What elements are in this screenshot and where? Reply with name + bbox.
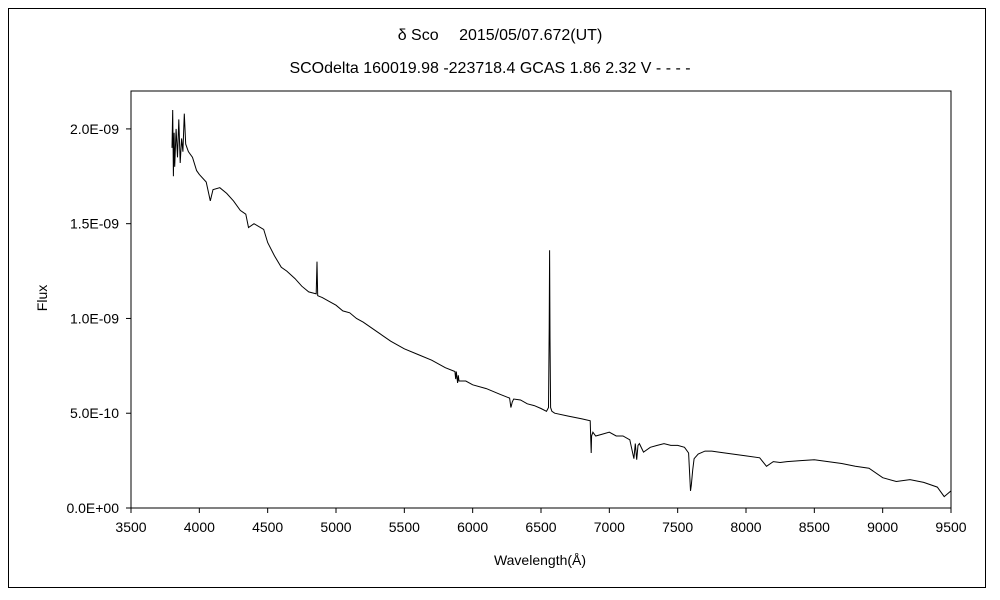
x-tick-label: 4500 <box>252 519 283 535</box>
chart-title: δ Sco 2015/05/07.672(UT) <box>398 27 603 44</box>
x-axis-label: Wavelength(Å) <box>494 552 586 568</box>
x-tick-label: 8000 <box>730 519 761 535</box>
x-tick-label: 8500 <box>799 519 830 535</box>
x-tick-label: 7500 <box>662 519 693 535</box>
chart-subtitle: SCOdelta 160019.98 -223718.4 GCAS 1.86 2… <box>289 60 690 77</box>
plot-area <box>130 90 952 509</box>
x-tick-label: 4000 <box>184 519 215 535</box>
x-tick-label: 7000 <box>594 519 625 535</box>
chart-frame <box>8 8 986 588</box>
x-tick-label: 6500 <box>525 519 556 535</box>
x-tick-label: 6000 <box>457 519 488 535</box>
y-tick-label: 5.0E-10 <box>70 405 119 421</box>
y-tick-label: 1.5E-09 <box>70 216 119 232</box>
y-tick-label: 0.0E+00 <box>66 500 119 516</box>
x-tick-label: 5500 <box>389 519 420 535</box>
x-tick-label: 9500 <box>935 519 966 535</box>
x-tick-label: 9000 <box>867 519 898 535</box>
x-tick-label: 3500 <box>115 519 146 535</box>
spectrum-line <box>171 109 952 498</box>
x-tick-label: 5000 <box>320 519 351 535</box>
y-axis-label: Flux <box>34 285 50 311</box>
y-tick-label: 2.0E-09 <box>70 121 119 137</box>
y-tick-label: 1.0E-09 <box>70 310 119 326</box>
